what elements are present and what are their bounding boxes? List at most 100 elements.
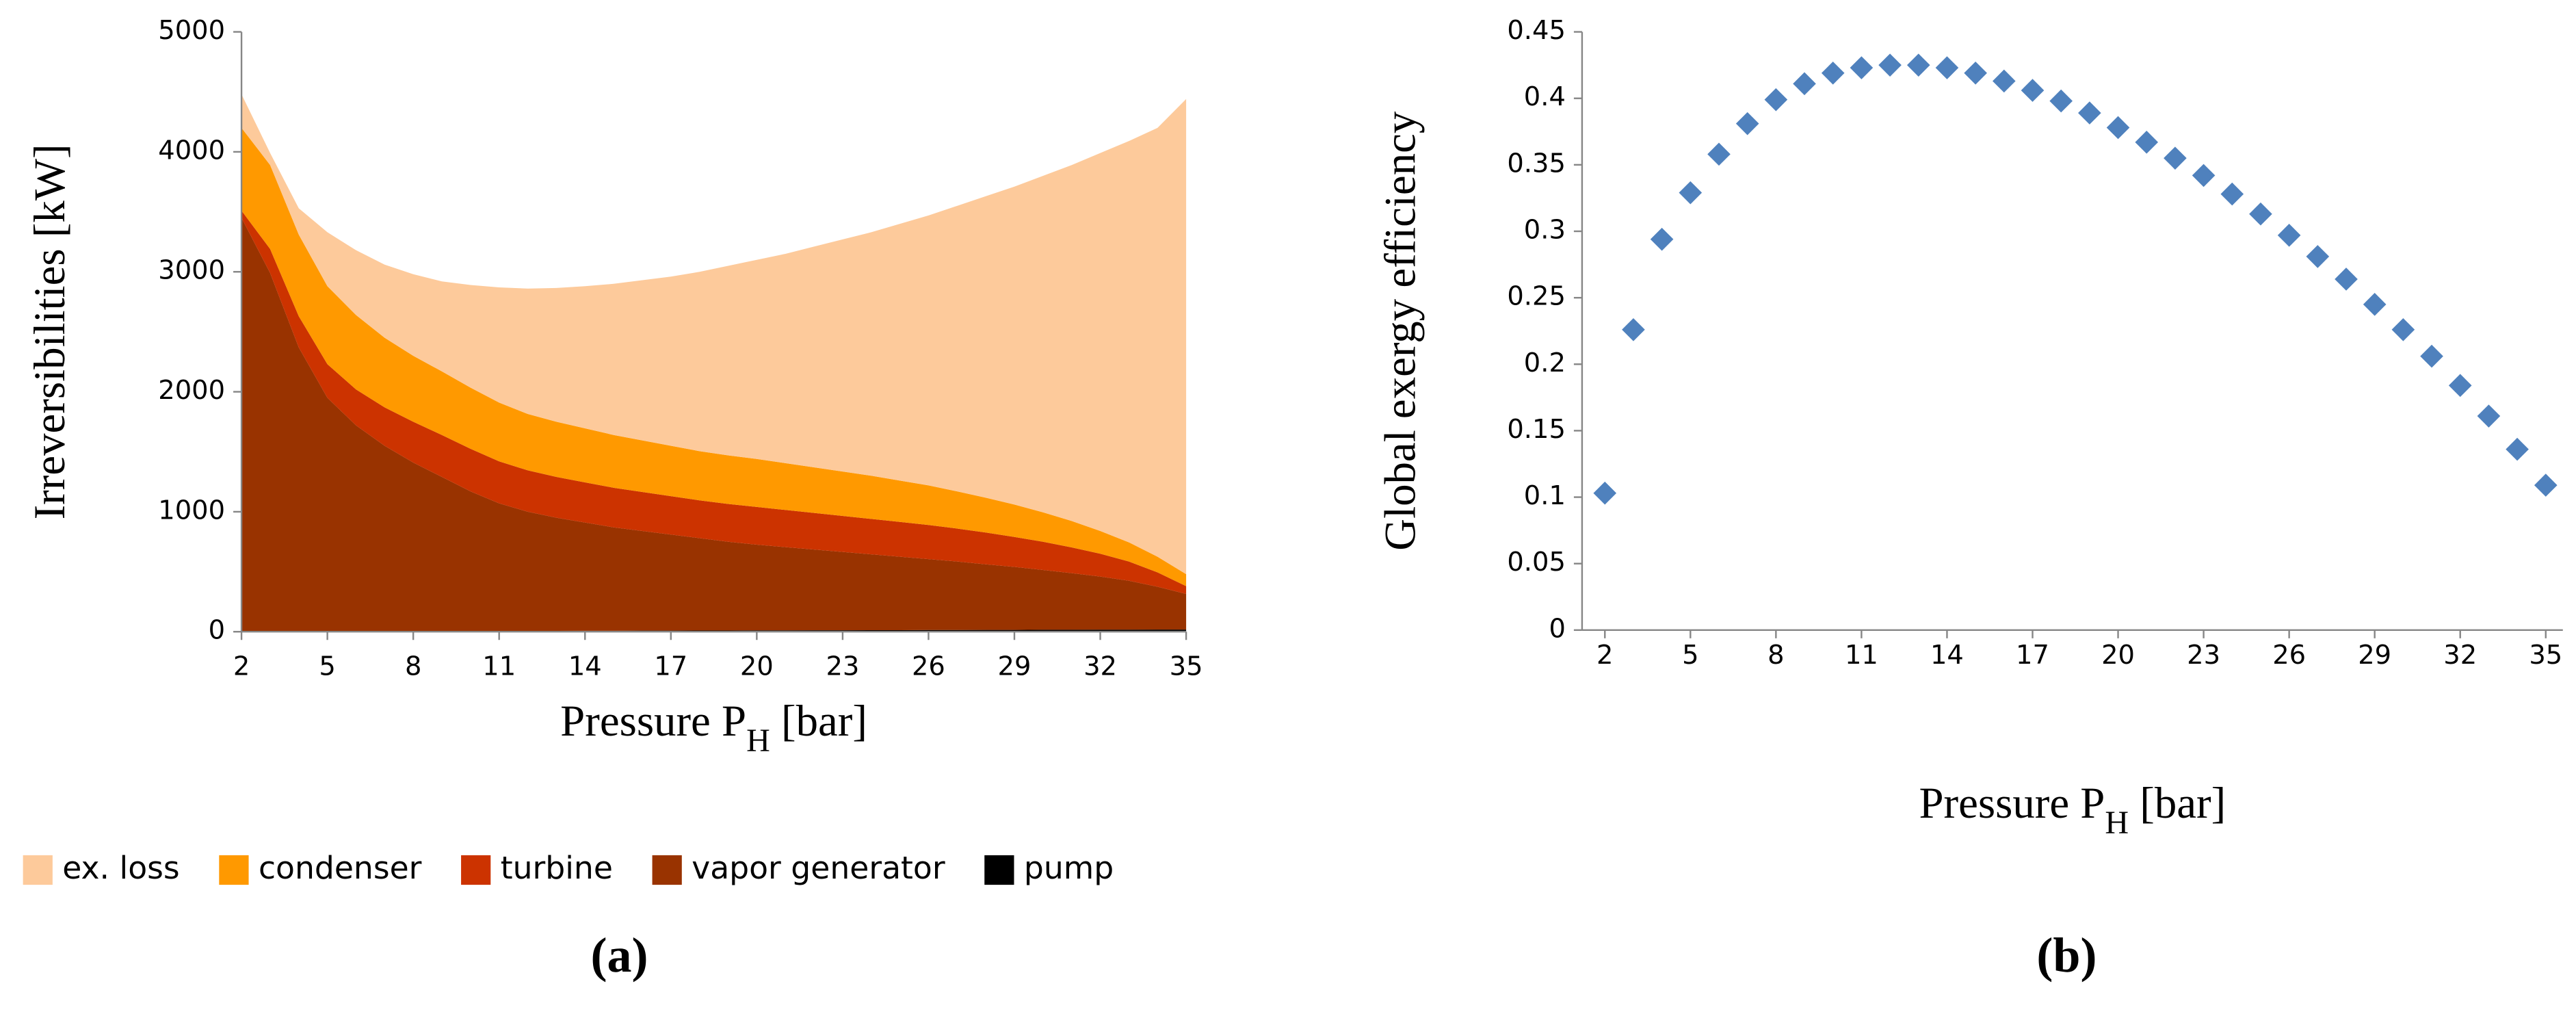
scatter-point [2391,317,2415,341]
y-tick-label: 4000 [158,135,225,166]
scatter-point [2106,116,2130,140]
x-tick-label: 8 [1767,640,1784,671]
scatter-point [2021,79,2045,102]
scatter-point [1993,69,2016,93]
x-axis-title-part: [bar] [2129,779,2226,828]
x-tick-label: 32 [1083,651,1117,682]
scatter-point [1735,112,1759,135]
scatter-point [1764,88,1788,112]
scatter-point [1878,53,1902,77]
x-tick-label: 8 [405,651,421,682]
area-series [241,210,1187,595]
x-tick-label: 35 [2529,640,2562,671]
x-tick-label: 17 [2016,640,2049,671]
scatter-point [2506,437,2529,461]
y-tick-label: 1000 [158,495,225,526]
scatter-point [2420,344,2443,368]
x-tick-label: 20 [2101,640,2135,671]
legend-swatch [219,855,249,885]
area-series [241,218,1187,632]
scatter-point [2164,146,2187,170]
y-tick-label: 0 [1549,613,1565,644]
x-tick-label: 14 [568,651,602,682]
chart-panel: 0 0.05 0.1 0.15 0.2 0.25 0.3 0.35 0.4 0.45 2 5 8 11 14… [1376,15,2563,983]
legend-swatch [652,855,682,885]
scatter-point [2534,473,2558,497]
y-tick-label: 0.05 [1507,547,1566,578]
scatter-point [2249,202,2272,226]
x-axis-title: Pressure PH [bar] [1919,779,2226,841]
x-tick-label: 14 [1930,640,1964,671]
scatter-point [2363,293,2387,316]
scatter-point [1935,56,1959,79]
scatter-point [2220,182,2244,206]
y-tick-label: 2000 [158,375,225,406]
x-tick-label: 23 [2187,640,2220,671]
x-axis-title-part: Pressure P [1919,779,2105,828]
y-tick-label: 0.2 [1524,348,1566,378]
scatter-point [2277,224,2301,247]
panel-label: (b) [2036,928,2097,983]
scatter-point [1650,227,1674,251]
chart-panel: 0 1000 2000 3000 4000 5000 2 5 8 11 14 17 20 23 26 29 32… [23,15,1203,983]
x-tick-label: 5 [319,651,335,682]
scatter-point [2477,404,2501,428]
x-axis-title-part: Pressure P [560,697,746,746]
x-tick-label: 26 [2272,640,2306,671]
legend-label: ex. loss [62,850,179,886]
legend-label: vapor generator [692,850,945,886]
scatter-point [2135,131,2159,154]
y-tick-label: 0 [209,615,225,646]
x-tick-label: 20 [740,651,774,682]
x-tick-label: 2 [233,651,250,682]
x-tick-label: 35 [1170,651,1203,682]
scatter-point [1622,317,1645,341]
x-tick-label: 17 [654,651,687,682]
scatter-point [1707,142,1731,166]
legend-swatch [23,855,53,885]
y-tick-label: 5000 [158,15,225,46]
area-series [241,94,1187,575]
legend-label: turbine [501,850,613,886]
scatter-point [2448,374,2472,398]
scatter-point [1793,72,1816,96]
scatter-point [1850,56,1874,79]
x-tick-label: 2 [1596,640,1613,671]
x-tick-label: 23 [826,651,859,682]
panel-label: (a) [590,928,648,983]
scatter-point [2049,89,2073,113]
x-axis-title-part: [bar] [770,697,867,746]
x-tick-label: 29 [998,651,1031,682]
x-axis-title: Pressure PH [bar] [560,697,867,759]
y-tick-label: 0.1 [1524,480,1566,511]
y-axis-title: Irreversibilities [kW] [25,144,75,519]
x-axis-title-part: H [2105,805,2129,841]
y-tick-label: 0.35 [1507,148,1566,179]
y-tick-label: 0.15 [1507,414,1566,445]
y-tick-label: 0.4 [1524,81,1566,112]
y-tick-label: 0.25 [1507,281,1566,312]
area-series [241,127,1187,586]
x-axis-title-part: H [746,723,770,759]
scatter-point [2306,245,2330,268]
scatter-point [1964,61,1987,85]
x-tick-label: 11 [1845,640,1878,671]
scatter-point [2078,101,2101,125]
scatter-point [1821,61,1845,85]
y-tick-label: 3000 [158,255,225,286]
scatter-point [2335,268,2358,291]
legend-swatch [461,855,491,885]
x-tick-label: 11 [482,651,516,682]
y-tick-label: 0.3 [1524,215,1566,246]
x-tick-label: 5 [1682,640,1698,671]
legend-label: condenser [259,850,422,886]
scatter-point [1593,481,1617,505]
x-tick-label: 26 [912,651,945,682]
scatter-point [2192,164,2216,187]
legend-swatch [984,855,1014,885]
y-tick-label: 0.45 [1507,15,1566,46]
scatter-point [1679,181,1703,205]
x-tick-label: 32 [2443,640,2477,671]
y-axis-title: Global exergy efficiency [1376,111,1425,551]
